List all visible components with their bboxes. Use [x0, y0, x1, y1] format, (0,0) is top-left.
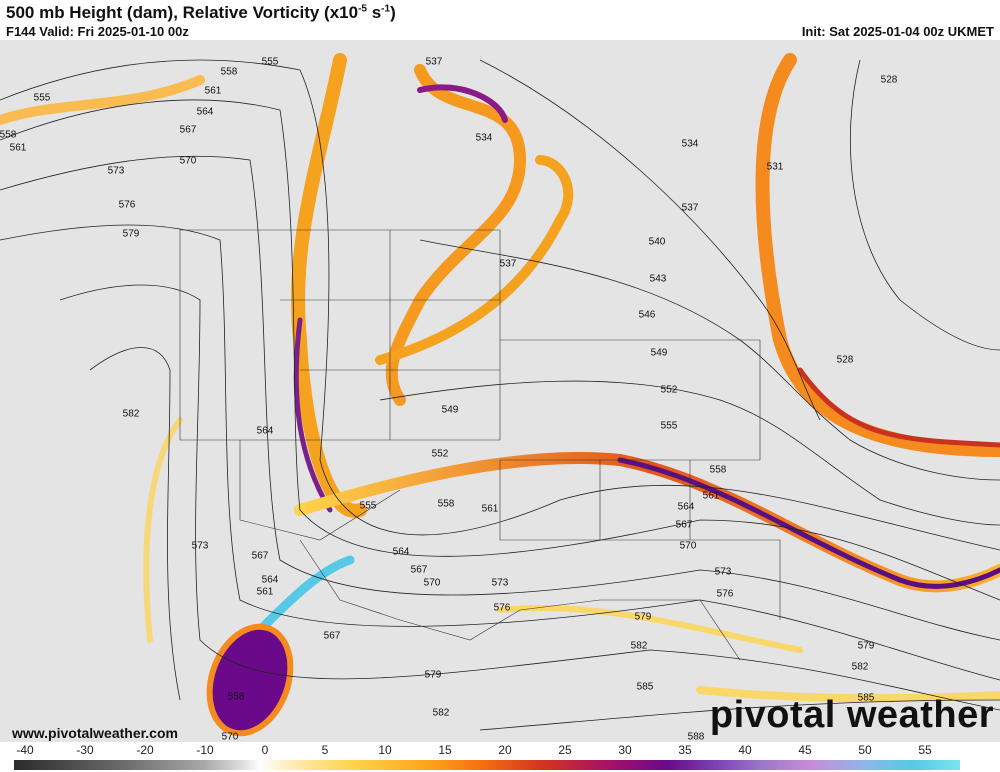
contour-label: 582: [852, 662, 869, 673]
contour-label: 540: [649, 237, 666, 248]
contour-label: 564: [197, 107, 214, 118]
colorbar-tick-label: -10: [196, 743, 214, 757]
contour-label: 576: [717, 589, 734, 600]
contour-label: 561: [703, 491, 720, 502]
contour-label: 549: [651, 348, 668, 359]
colorbar-tick-label: -20: [136, 743, 154, 757]
contour-label: 537: [426, 57, 443, 68]
contour-label: 558: [228, 692, 245, 703]
title-text: 500 mb Height (dam), Relative Vorticity …: [6, 3, 359, 22]
contour-label: 558: [0, 130, 17, 141]
vorticity-shading: [0, 53, 1000, 737]
contour-label: 558: [438, 499, 455, 510]
colorbar-scale: [14, 760, 960, 770]
contour-label: 573: [492, 578, 509, 589]
state-borders: [179, 229, 781, 661]
contour-label: 534: [682, 139, 699, 150]
contour-label: 564: [678, 502, 695, 513]
contour-label: 582: [123, 409, 140, 420]
contour-label: 558: [710, 465, 727, 476]
contour-label: 582: [631, 641, 648, 652]
contour-labels: 5585555615555645675585615705735765795825…: [0, 57, 898, 742]
contour-label: 543: [650, 274, 667, 285]
contour-label: 567: [180, 125, 197, 136]
colorbar-tick-label: 55: [918, 743, 932, 757]
contour-label: 567: [676, 520, 693, 531]
contour-label: 555: [262, 57, 279, 68]
colorbar-tick-label: 50: [858, 743, 872, 757]
contour-label: 573: [715, 567, 732, 578]
contour-label: 564: [257, 426, 274, 437]
contour-label: 567: [324, 631, 341, 642]
contour-label: 549: [442, 405, 459, 416]
title-text: s: [366, 3, 382, 22]
contour-label: 561: [10, 143, 27, 154]
contour-label: 555: [34, 93, 51, 104]
header: 500 mb Height (dam), Relative Vorticity …: [0, 0, 1000, 40]
contour-label: 582: [433, 708, 450, 719]
contour-label: 537: [682, 203, 699, 214]
contour-label: 564: [393, 547, 410, 558]
contour-label: 579: [858, 641, 875, 652]
contour-label: 531: [767, 162, 784, 173]
contour-label: 579: [123, 229, 140, 240]
contour-label: 561: [482, 504, 499, 515]
contour-label: 555: [360, 501, 377, 512]
contour-label: 579: [635, 612, 652, 623]
contour-label: 588: [688, 732, 705, 742]
title-text: ): [390, 3, 396, 22]
contour-label: 534: [476, 133, 493, 144]
colorbar-tick-label: 35: [678, 743, 692, 757]
website: www.pivotalweather.com: [12, 725, 178, 741]
contour-label: 570: [222, 732, 239, 742]
colorbar-tick-label: 40: [738, 743, 752, 757]
colorbar-tick-label: -40: [16, 743, 34, 757]
contour-label: 573: [108, 166, 125, 177]
contour-label: 558: [221, 67, 238, 78]
brand-watermark: pivotal weather: [709, 694, 994, 736]
contour-label: 576: [494, 603, 511, 614]
contour-label: 528: [881, 75, 898, 86]
contour-label: 585: [858, 693, 875, 704]
contour-label: 537: [500, 259, 517, 270]
map-title: 500 mb Height (dam), Relative Vorticity …: [6, 3, 396, 23]
colorbar-tick-label: 25: [558, 743, 572, 757]
contour-label: 555: [661, 421, 678, 432]
init-time: Init: Sat 2025-01-04 00z UKMET: [801, 24, 994, 39]
title-exponent: -1: [381, 3, 391, 15]
contour-label: 567: [411, 565, 428, 576]
contour-label: 561: [205, 86, 222, 97]
colorbar-tick-label: 20: [498, 743, 512, 757]
map: 5585555615555645675585615705735765795825…: [0, 40, 1000, 742]
contour-label: 579: [425, 670, 442, 681]
contour-label: 546: [639, 310, 656, 321]
colorbar-tick-label: 5: [321, 743, 329, 757]
contour-label: 570: [180, 156, 197, 167]
contour-label: 567: [252, 551, 269, 562]
colorbar-tick-label: -30: [76, 743, 94, 757]
valid-time: F144 Valid: Fri 2025-01-10 00z: [6, 24, 189, 39]
colorbar: -40 -30 -20 -10 0 5 10 15 20 25 30 35 40 45 50 55: [0, 742, 1000, 772]
contour-label: 561: [257, 587, 274, 598]
contour-label: 585: [637, 682, 654, 693]
colorbar-tick-label: 15: [438, 743, 452, 757]
contour-label: 552: [432, 449, 449, 460]
colorbar-tick-label: 45: [798, 743, 812, 757]
contour-label: 570: [680, 541, 697, 552]
colorbar-tick-label: 30: [618, 743, 632, 757]
colorbar-tick-label: 0: [261, 743, 269, 757]
contour-label: 576: [119, 200, 136, 211]
contour-label: 573: [192, 541, 209, 552]
height-contours: [0, 59, 1000, 731]
contour-label: 570: [424, 578, 441, 589]
contour-label: 552: [661, 385, 678, 396]
contour-label: 564: [262, 575, 279, 586]
colorbar-tick-label: 10: [378, 743, 392, 757]
title-exponent: -5: [358, 3, 367, 15]
contour-label: 528: [837, 355, 854, 366]
